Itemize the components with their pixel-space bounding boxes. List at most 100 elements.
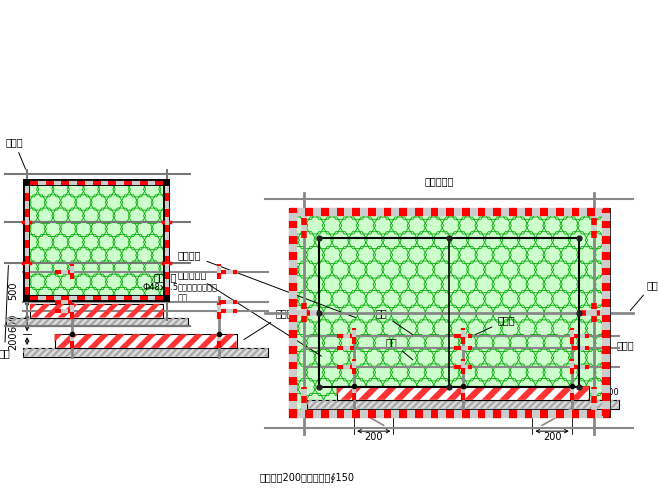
Polygon shape: [520, 400, 532, 409]
Polygon shape: [167, 348, 180, 357]
Polygon shape: [517, 386, 540, 400]
Polygon shape: [174, 348, 186, 357]
Polygon shape: [99, 304, 119, 318]
Text: 栏杆柱: 栏杆柱: [470, 315, 515, 337]
Text: 栏杆柱: 栏杆柱: [617, 340, 634, 350]
Polygon shape: [81, 318, 93, 326]
Polygon shape: [396, 400, 409, 409]
Polygon shape: [540, 400, 553, 409]
Text: 防护栏杆: 防护栏杆: [153, 272, 177, 282]
Polygon shape: [342, 400, 354, 409]
Polygon shape: [482, 386, 504, 400]
Polygon shape: [113, 304, 133, 318]
Polygon shape: [153, 348, 166, 357]
Polygon shape: [103, 334, 125, 348]
Polygon shape: [335, 400, 347, 409]
Polygon shape: [195, 348, 207, 357]
Polygon shape: [307, 400, 313, 405]
Polygon shape: [328, 400, 340, 409]
Polygon shape: [616, 406, 619, 409]
Text: 安全网边缘: 安全网边缘: [178, 269, 322, 356]
Polygon shape: [552, 386, 574, 400]
Polygon shape: [30, 348, 42, 357]
Polygon shape: [355, 400, 367, 409]
Polygon shape: [243, 348, 255, 357]
Bar: [5, 318, 188, 326]
Bar: [30, 304, 163, 318]
Polygon shape: [57, 348, 70, 357]
Polygon shape: [163, 318, 176, 326]
Polygon shape: [256, 348, 268, 357]
Polygon shape: [88, 318, 100, 326]
Polygon shape: [26, 318, 38, 326]
Polygon shape: [88, 334, 109, 348]
Polygon shape: [570, 386, 590, 400]
Bar: [290, 209, 609, 416]
Polygon shape: [166, 334, 188, 348]
Polygon shape: [151, 334, 172, 348]
Polygon shape: [161, 348, 172, 357]
Polygon shape: [113, 348, 124, 357]
Polygon shape: [67, 318, 80, 326]
Polygon shape: [595, 400, 607, 409]
Polygon shape: [410, 400, 422, 409]
Bar: [23, 179, 170, 186]
Polygon shape: [72, 334, 93, 348]
Polygon shape: [109, 318, 120, 326]
Polygon shape: [182, 334, 203, 348]
Polygon shape: [513, 400, 525, 409]
Polygon shape: [149, 318, 162, 326]
Polygon shape: [181, 348, 193, 357]
Polygon shape: [465, 400, 477, 409]
Polygon shape: [209, 348, 220, 357]
Polygon shape: [534, 386, 557, 400]
Polygon shape: [340, 386, 363, 400]
Polygon shape: [213, 334, 235, 348]
Polygon shape: [47, 318, 59, 326]
Polygon shape: [458, 400, 470, 409]
Polygon shape: [492, 400, 505, 409]
Polygon shape: [390, 400, 402, 409]
Text: 600: 600: [9, 313, 18, 332]
Polygon shape: [393, 386, 416, 400]
Polygon shape: [99, 348, 111, 357]
Text: 500: 500: [9, 282, 18, 300]
Text: 200: 200: [365, 432, 383, 442]
Text: 挡脚板: 挡脚板: [244, 309, 293, 340]
Polygon shape: [358, 386, 381, 400]
Polygon shape: [64, 348, 76, 357]
Polygon shape: [430, 400, 443, 409]
Polygon shape: [229, 348, 241, 357]
Polygon shape: [369, 400, 381, 409]
Polygon shape: [506, 400, 519, 409]
Text: 应连续穿扎在相邻: 应连续穿扎在相邻: [178, 283, 218, 292]
Polygon shape: [139, 348, 152, 357]
Polygon shape: [40, 318, 52, 326]
Bar: [307, 400, 619, 409]
Polygon shape: [136, 318, 148, 326]
Polygon shape: [568, 400, 580, 409]
Polygon shape: [362, 400, 374, 409]
Polygon shape: [424, 400, 436, 409]
Polygon shape: [51, 348, 63, 357]
Polygon shape: [78, 348, 90, 357]
Polygon shape: [574, 400, 587, 409]
Polygon shape: [119, 334, 141, 348]
Polygon shape: [5, 318, 18, 326]
Bar: [163, 179, 170, 302]
Polygon shape: [417, 400, 429, 409]
Polygon shape: [157, 318, 168, 326]
Polygon shape: [602, 400, 615, 409]
Polygon shape: [403, 400, 415, 409]
Polygon shape: [5, 318, 11, 323]
Polygon shape: [411, 386, 434, 400]
Polygon shape: [382, 400, 395, 409]
Polygon shape: [229, 340, 237, 348]
Polygon shape: [37, 348, 49, 357]
Polygon shape: [126, 348, 138, 357]
Polygon shape: [376, 400, 388, 409]
Text: 杆上: 杆上: [178, 293, 188, 302]
Polygon shape: [13, 318, 24, 326]
Polygon shape: [61, 318, 72, 326]
Polygon shape: [184, 323, 188, 326]
